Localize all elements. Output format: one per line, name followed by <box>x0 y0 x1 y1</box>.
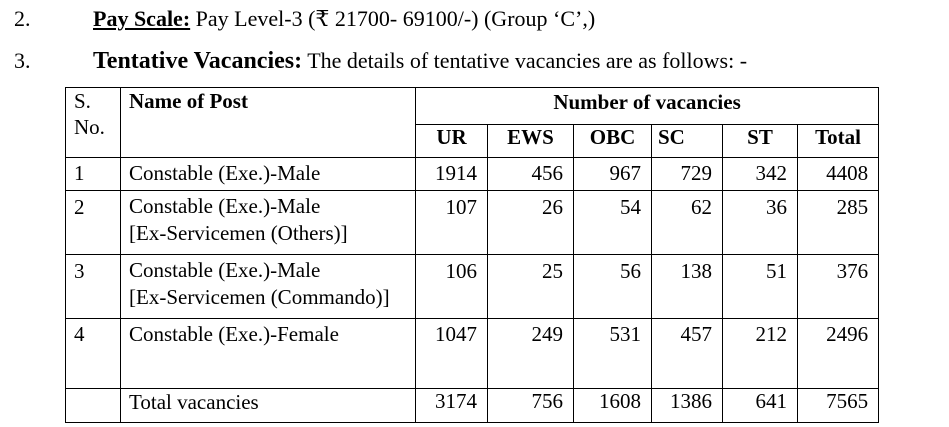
row-post-line1: Constable (Exe.)-Female <box>129 322 339 346</box>
sno-header: S. No. <box>65 87 121 158</box>
row-post: Constable (Exe.)-Male [Ex-Servicemen (Co… <box>120 254 416 319</box>
category-header-ews: EWS <box>487 124 574 158</box>
row-value-ews: 249 <box>487 318 574 389</box>
row-value-st: 342 <box>722 157 798 191</box>
vacancies-header: Number of vacancies <box>414 87 880 125</box>
pay-scale-label: Pay Scale: <box>93 6 191 31</box>
row-value-total: 4408 <box>796 157 880 191</box>
table-row: 4 Constable (Exe.)-Female 1047 249 531 4… <box>65 318 880 389</box>
row-post: Constable (Exe.)-Female <box>120 318 416 389</box>
row-value-sc: 457 <box>651 318 723 389</box>
category-header-sc: SC <box>651 124 723 158</box>
row-value-obc: 967 <box>573 157 652 191</box>
total-value-sc: 1386 <box>651 388 723 423</box>
pay-scale-text: Pay Scale: Pay Level-3 (₹ 21700- 69100/-… <box>93 6 595 32</box>
tentative-vacancies-label: Tentative Vacancies: <box>93 48 303 74</box>
row-post: Constable (Exe.)-Male [Ex-Servicemen (Ot… <box>120 190 416 255</box>
row-post-line1: Constable (Exe.)-Male <box>129 194 321 218</box>
row-value-ews: 25 <box>487 254 574 319</box>
pay-scale-value: Pay Level-3 (₹ 21700- 69100/-) (Group ‘C… <box>190 6 596 31</box>
item-number-2: 2. <box>14 6 31 31</box>
row-post-line1: Constable (Exe.)-Male <box>129 258 321 282</box>
row-value-obc: 56 <box>573 254 652 319</box>
tentative-vacancies-description: The details of tentative vacancies are a… <box>302 48 748 73</box>
row-value-obc: 531 <box>573 318 652 389</box>
row-value-ews: 26 <box>487 190 574 255</box>
total-label: Total vacancies <box>120 388 416 423</box>
total-value-st: 641 <box>722 388 798 423</box>
row-value-total: 376 <box>796 254 880 319</box>
total-value-obc: 1608 <box>573 388 652 423</box>
vacancies-table: S. No. Name of Post Number of vacancies … <box>65 87 880 423</box>
row-value-obc: 54 <box>573 190 652 255</box>
row-sno: 1 <box>65 157 121 191</box>
table-row: 1 Constable (Exe.)-Male 1914 456 967 729… <box>65 157 880 191</box>
post-header: Name of Post <box>120 87 416 158</box>
row-value-sc: 62 <box>651 190 723 255</box>
tentative-vacancies-text: Tentative Vacancies: The details of tent… <box>93 48 747 75</box>
row-value-st: 212 <box>722 318 798 389</box>
table-row: 2 Constable (Exe.)-Male [Ex-Servicemen (… <box>65 190 880 255</box>
total-value-ur: 3174 <box>415 388 488 423</box>
tentative-vacancies-line: 3. Tentative Vacancies: The details of t… <box>0 48 949 78</box>
total-row: Total vacancies 3174 756 1608 1386 641 7… <box>65 388 880 423</box>
row-value-ur: 106 <box>415 254 488 319</box>
row-value-ur: 1914 <box>415 157 488 191</box>
row-sno: 2 <box>65 190 121 255</box>
row-post-line1: Constable (Exe.)-Male <box>129 161 321 185</box>
category-header-st: ST <box>722 124 798 158</box>
table-header-row-1: S. No. Name of Post Number of vacancies <box>65 87 880 158</box>
total-sno-cell <box>65 388 121 423</box>
category-header-total: Total <box>796 124 880 158</box>
item-number-3: 3. <box>14 48 31 73</box>
row-value-ur: 1047 <box>415 318 488 389</box>
category-header-obc: OBC <box>573 124 652 158</box>
row-sno: 4 <box>65 318 121 389</box>
row-value-sc: 138 <box>651 254 723 319</box>
row-post: Constable (Exe.)-Male <box>120 157 416 191</box>
row-post-line2: [Ex-Servicemen (Others)] <box>129 221 348 245</box>
total-value-ews: 756 <box>487 388 574 423</box>
row-post-line2: [Ex-Servicemen (Commando)] <box>129 285 390 309</box>
row-value-sc: 729 <box>651 157 723 191</box>
row-value-st: 36 <box>722 190 798 255</box>
pay-scale-line: 2. Pay Scale: Pay Level-3 (₹ 21700- 6910… <box>0 6 949 34</box>
row-value-total: 285 <box>796 190 880 255</box>
sno-header-line1: S. <box>74 89 91 113</box>
row-value-total: 2496 <box>796 318 880 389</box>
row-value-ews: 456 <box>487 157 574 191</box>
sno-header-line2: No. <box>74 115 105 139</box>
table-row: 3 Constable (Exe.)-Male [Ex-Servicemen (… <box>65 254 880 319</box>
row-value-ur: 107 <box>415 190 488 255</box>
total-value-total: 7565 <box>796 388 880 423</box>
row-value-st: 51 <box>722 254 798 319</box>
category-header-ur: UR <box>415 124 488 158</box>
row-sno: 3 <box>65 254 121 319</box>
